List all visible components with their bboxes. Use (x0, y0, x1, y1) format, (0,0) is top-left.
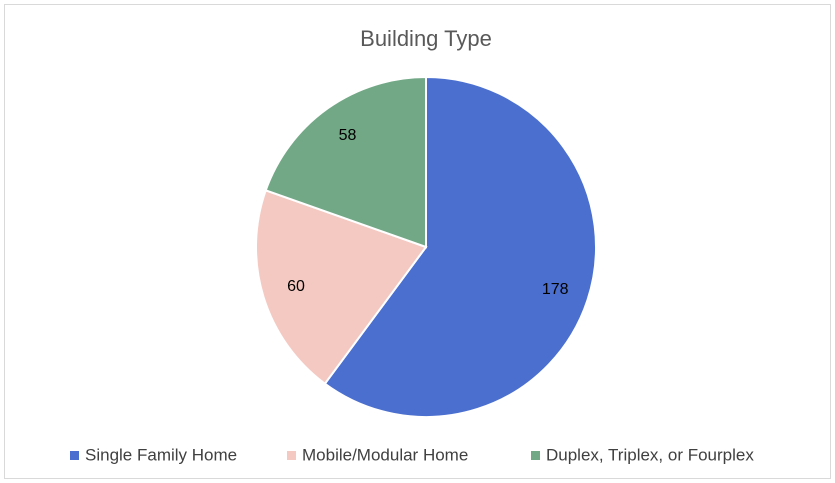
pie-slice (264, 75, 427, 249)
data-label: 60 (287, 278, 305, 295)
pie: 178 60 58 (255, 75, 597, 418)
pie-slice (323, 75, 597, 418)
legend-swatch (70, 451, 79, 460)
legend: Single Family Home Mobile/Modular Home Dup… (70, 445, 754, 464)
legend-label: Single Family Home (85, 445, 237, 464)
data-label: 58 (339, 127, 357, 144)
chart-title: Building Type (360, 26, 492, 51)
data-label: 178 (542, 281, 569, 298)
legend-label: Mobile/Modular Home (302, 445, 468, 464)
legend-label: Duplex, Triplex, or Fourplex (546, 445, 754, 464)
pie-slice (255, 189, 428, 386)
legend-swatch (531, 451, 540, 460)
legend-swatch (287, 451, 296, 460)
